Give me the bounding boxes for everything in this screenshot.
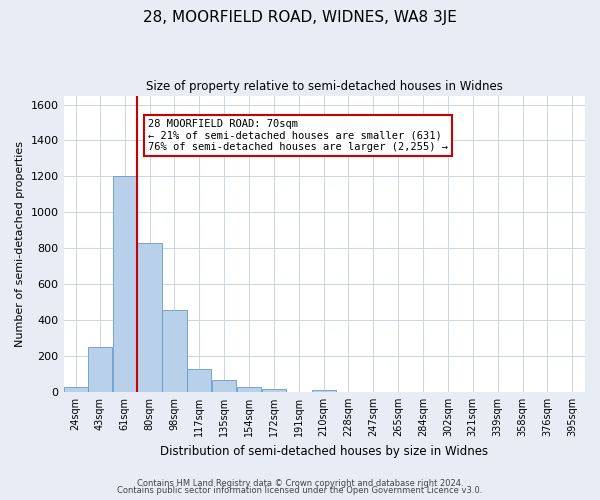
Bar (212, 380, 236, 392)
Text: Contains public sector information licensed under the Open Government Licence v3: Contains public sector information licen… (118, 486, 482, 495)
Bar (64, 386, 88, 392)
X-axis label: Distribution of semi-detached houses by size in Widnes: Distribution of semi-detached houses by … (160, 444, 488, 458)
Bar (262, 389, 286, 392)
Y-axis label: Number of semi-detached properties: Number of semi-detached properties (15, 140, 25, 346)
Bar (237, 388, 261, 392)
Text: 28, MOORFIELD ROAD, WIDNES, WA8 3JE: 28, MOORFIELD ROAD, WIDNES, WA8 3JE (143, 10, 457, 25)
Bar (88, 347, 112, 392)
Bar (137, 243, 161, 392)
Bar (311, 390, 335, 392)
Text: Contains HM Land Registry data © Crown copyright and database right 2024.: Contains HM Land Registry data © Crown c… (137, 478, 463, 488)
Bar (113, 176, 137, 392)
Title: Size of property relative to semi-detached houses in Widnes: Size of property relative to semi-detach… (146, 80, 503, 93)
Bar (187, 368, 211, 392)
Text: 28 MOORFIELD ROAD: 70sqm
← 21% of semi-detached houses are smaller (631)
76% of : 28 MOORFIELD ROAD: 70sqm ← 21% of semi-d… (148, 119, 448, 152)
Bar (163, 310, 187, 392)
